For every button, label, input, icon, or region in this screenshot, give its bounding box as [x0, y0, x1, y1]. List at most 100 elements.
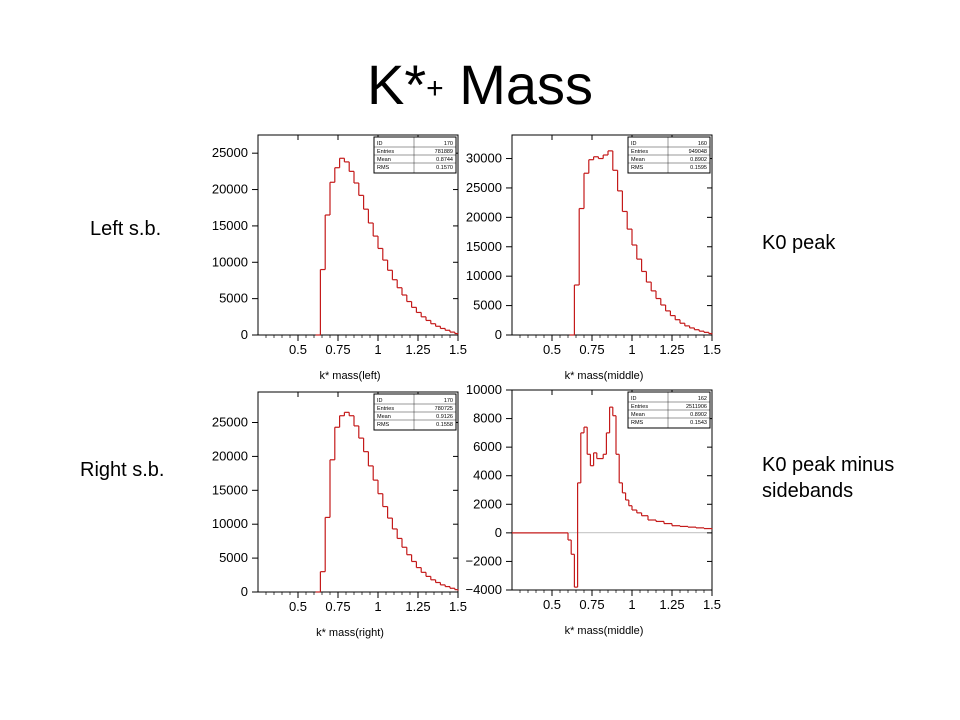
- x-tick-label: 1: [628, 597, 635, 612]
- x-tick-label: 1.5: [449, 342, 467, 357]
- x-tick-label: 1.25: [659, 342, 684, 357]
- y-tick-label: 30000: [466, 151, 502, 166]
- y-tick-label: 10000: [212, 254, 248, 269]
- y-tick-label: 2000: [473, 496, 502, 511]
- stats-key: Entries: [377, 406, 394, 412]
- plot-frame: [511, 389, 713, 591]
- left-sideband-label: Left s.b.: [90, 218, 162, 240]
- slide-title: K*+ Mass: [0, 52, 960, 118]
- stats-value: 2511906: [686, 404, 707, 410]
- plot-frame: [257, 134, 459, 336]
- stats-value: 0.1558: [436, 422, 453, 428]
- y-tick-label: 10000: [466, 268, 502, 283]
- histogram-series: [512, 406, 713, 588]
- y-tick-label: 15000: [212, 218, 248, 233]
- stats-key: RMS: [631, 165, 644, 171]
- title-superscript: +: [426, 72, 444, 105]
- stats-value: 949048: [689, 149, 707, 155]
- y-tick-label: 10000: [212, 516, 248, 531]
- x-tick-label: 0.75: [325, 599, 350, 614]
- y-tick-label: 5000: [219, 550, 248, 565]
- x-axis-label: k* mass(right): [316, 627, 384, 639]
- histogram-series: [569, 150, 713, 336]
- x-tick-label: 0.75: [579, 342, 604, 357]
- stats-value: 0.8902: [690, 412, 707, 418]
- stats-key: ID: [631, 141, 637, 147]
- stats-key: Entries: [377, 149, 394, 155]
- stats-value: 0.8902: [690, 157, 707, 163]
- title-tail: Mass: [443, 53, 594, 116]
- x-axis-label: k* mass(middle): [565, 625, 644, 637]
- stats-key: Mean: [377, 157, 391, 163]
- stats-key: Entries: [631, 404, 648, 410]
- histogram-panel-2: 0.5 0.75 1 1.25 1.5 0 5000 10000 15000 20000 25000…: [466, 134, 721, 382]
- stats-box: ID 170 Entries 780725 Mean 0.9126 RMS 0.1558: [373, 393, 457, 431]
- y-tick-label: 20000: [212, 182, 248, 197]
- histogram-series: [315, 411, 459, 593]
- x-tick-label: 1.25: [405, 599, 430, 614]
- y-tick-label: 20000: [212, 448, 248, 463]
- stats-key: Mean: [631, 412, 645, 418]
- plot-frame: [511, 134, 713, 336]
- x-tick-label: 0.5: [289, 342, 307, 357]
- x-tick-label: 0.5: [543, 342, 561, 357]
- stats-key: RMS: [377, 165, 390, 171]
- x-tick-label: 1.5: [703, 342, 721, 357]
- x-tick-label: 1: [374, 342, 381, 357]
- y-tick-label: 0: [241, 327, 248, 342]
- stats-value: 162: [698, 396, 707, 402]
- stats-value: 0.1595: [690, 165, 707, 171]
- k0-peak-label: K0 peak: [762, 232, 836, 254]
- x-tick-label: 0.75: [579, 597, 604, 612]
- stats-key: Mean: [631, 157, 645, 163]
- y-tick-label: 0: [241, 584, 248, 599]
- x-tick-label: 1.25: [405, 342, 430, 357]
- stats-key: RMS: [377, 422, 390, 428]
- x-tick-label: 1.5: [703, 597, 721, 612]
- y-tick-label: 25000: [212, 145, 248, 160]
- y-tick-label: 25000: [212, 415, 248, 430]
- x-tick-label: 0.75: [325, 342, 350, 357]
- y-tick-label: 25000: [466, 180, 502, 195]
- y-tick-label: 5000: [473, 298, 502, 313]
- y-tick-label: 8000: [473, 411, 502, 426]
- y-tick-label: 4000: [473, 468, 502, 483]
- y-tick-label: −2000: [465, 553, 502, 568]
- histogram-panel-4: 0.5 0.75 1 1.25 1.5 −4000 −2000 0 2000 4000 6000 80…: [465, 382, 721, 637]
- stats-value: 781889: [435, 149, 453, 155]
- histogram-panel-3: 0.5 0.75 1 1.25 1.5 0 5000 10000 15000 20000 25000…: [212, 391, 467, 639]
- plot-frame: [257, 391, 459, 593]
- y-tick-label: 0: [495, 525, 502, 540]
- stats-value: 0.1543: [690, 420, 707, 426]
- stats-key: Entries: [631, 149, 648, 155]
- y-tick-label: 6000: [473, 439, 502, 454]
- stats-value: 0.8744: [436, 157, 453, 163]
- stats-key: RMS: [631, 420, 644, 426]
- stats-box: ID 162 Entries 2511906 Mean 0.8902 RMS 0.1543: [627, 391, 711, 429]
- y-tick-label: 15000: [212, 482, 248, 497]
- x-tick-label: 1: [374, 599, 381, 614]
- title-main: K*: [366, 53, 427, 116]
- stats-value: 780725: [435, 406, 453, 412]
- stats-value: 170: [444, 141, 453, 147]
- x-tick-label: 1.5: [449, 599, 467, 614]
- stats-key: Mean: [377, 414, 391, 420]
- x-tick-label: 0.5: [543, 597, 561, 612]
- stats-box: ID 170 Entries 781889 Mean 0.8744 RMS 0.1570: [373, 136, 457, 174]
- y-tick-label: 10000: [466, 382, 502, 397]
- stats-value: 0.9126: [436, 414, 453, 420]
- stats-value: 160: [698, 141, 707, 147]
- histogram-series: [315, 157, 459, 336]
- x-axis-label: k* mass(left): [319, 370, 380, 382]
- y-tick-label: 15000: [466, 239, 502, 254]
- stats-key: ID: [377, 141, 383, 147]
- stats-box: ID 160 Entries 949048 Mean 0.8902 RMS 0.1595: [627, 136, 711, 174]
- x-tick-label: 0.5: [289, 599, 307, 614]
- stats-value: 170: [444, 398, 453, 404]
- stats-key: ID: [377, 398, 383, 404]
- y-tick-label: 5000: [219, 291, 248, 306]
- y-tick-label: −4000: [465, 582, 502, 597]
- k0-peak-minus-sidebands-label: K0 peak minus sidebands: [762, 454, 895, 502]
- stats-key: ID: [631, 396, 637, 402]
